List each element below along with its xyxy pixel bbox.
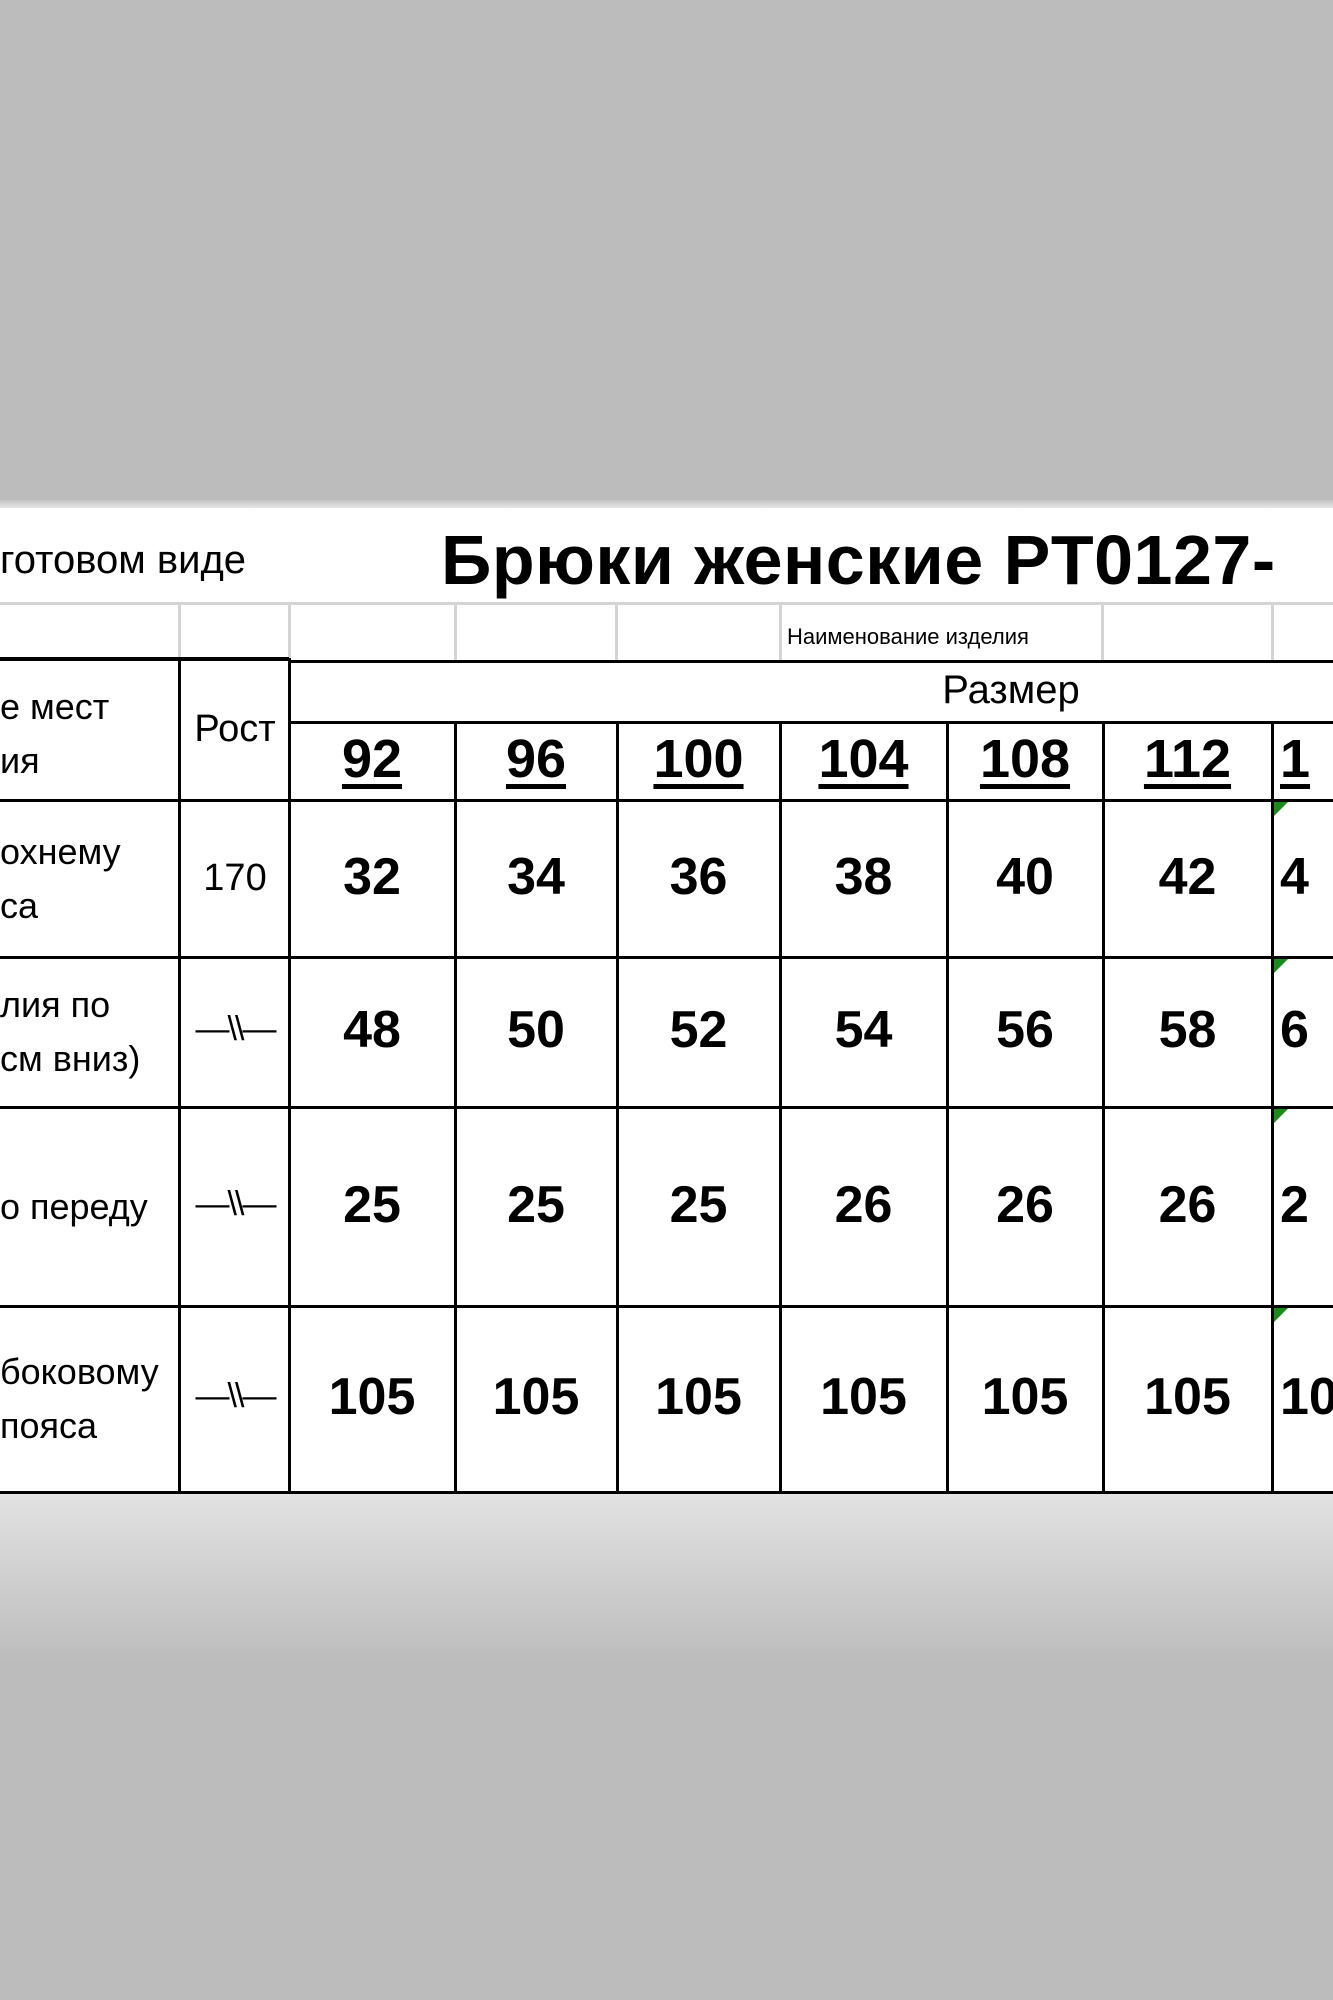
measurement-cell: 54 [834, 1001, 893, 1059]
cell-divider [615, 604, 618, 660]
page-title: Брюки женские PT0127- [441, 521, 1276, 599]
measurement-cell: 105 [492, 1368, 580, 1426]
ditto-mark: —\\— [195, 1010, 277, 1048]
row-label: лия по см вниз) [0, 978, 140, 1086]
measurement-cell: 38 [834, 847, 893, 906]
row-border [0, 799, 1333, 802]
table-top-border [289, 660, 1333, 663]
row-height-value: 170 [203, 856, 267, 899]
table-top-border [0, 657, 289, 661]
cell-divider [1101, 604, 1104, 660]
column-header-label: е мест ия [0, 680, 109, 788]
measurement-cell: 105 [1144, 1368, 1231, 1426]
measurement-cell: 36 [669, 847, 728, 906]
size-header-104: 104 [818, 729, 909, 789]
measurement-cell: 42 [1158, 847, 1217, 906]
cell-divider [1271, 604, 1274, 660]
row-label: охнему са [0, 825, 121, 933]
measurement-cell: 32 [343, 847, 401, 906]
row-border [0, 956, 1333, 959]
measurement-cell: 4 [1280, 847, 1309, 906]
column-border [946, 722, 949, 1494]
column-border [178, 658, 181, 1494]
sheet-top-edge [0, 500, 1333, 508]
comment-indicator-icon [1274, 1308, 1288, 1322]
ditto-mark: —\\— [195, 1184, 277, 1223]
measurement-cell: 50 [507, 1001, 565, 1059]
column-border [288, 658, 291, 1494]
column-border [779, 722, 782, 1494]
measurement-cell: 25 [669, 1175, 728, 1234]
measurement-cell: 48 [343, 1001, 401, 1059]
row-label-line: о переду [0, 1185, 148, 1227]
row-label-line: охнему [0, 830, 121, 872]
measurement-cell: 10 [1280, 1368, 1333, 1426]
column-border [454, 722, 457, 1494]
column-border [1102, 722, 1105, 1494]
size-chart-sheet: готовом виде Брюки женские PT0127- Наиме… [0, 508, 1333, 1494]
column-border [1271, 722, 1274, 1494]
column-header-size-group: Размер [942, 668, 1080, 712]
row-label-line: см вниз) [0, 1038, 141, 1079]
cell-divider [288, 604, 291, 658]
measurement-cell: 105 [820, 1368, 907, 1426]
header-line: ия [0, 740, 40, 781]
measurement-cell: 56 [996, 1001, 1054, 1059]
size-header-border [289, 721, 1333, 724]
column-border [616, 722, 619, 1494]
measurement-cell: 34 [507, 847, 565, 906]
measurement-cell: 52 [669, 1001, 728, 1059]
measurement-cell: 58 [1158, 1001, 1217, 1059]
measurement-cell: 2 [1280, 1175, 1309, 1234]
row-border [0, 1491, 1333, 1494]
measurement-cell: 6 [1280, 1001, 1309, 1059]
row-label: о переду [0, 1180, 148, 1234]
size-header-108: 108 [979, 729, 1071, 789]
measurement-cell: 105 [655, 1368, 742, 1426]
measurement-cell: 26 [996, 1175, 1054, 1234]
ditto-mark: —\\— [195, 1377, 277, 1415]
cell-divider [779, 604, 782, 660]
row-divider [0, 602, 1333, 605]
cell-divider [178, 604, 181, 658]
product-name-label: Наименование изделия [787, 624, 1029, 649]
size-header-96: 96 [505, 729, 567, 789]
measurement-cell: 105 [981, 1368, 1069, 1426]
comment-indicator-icon [1274, 959, 1288, 973]
size-header-92: 92 [341, 729, 403, 789]
comment-indicator-icon [1274, 802, 1288, 816]
header-line: е мест [0, 686, 110, 727]
row-border [0, 1305, 1333, 1308]
size-header-100: 100 [653, 729, 744, 789]
size-header-112: 112 [1143, 729, 1232, 789]
cell-divider [454, 604, 457, 660]
sheet-bottom-fade [0, 1494, 1333, 1664]
size-header-1: 1 [1280, 729, 1311, 789]
measurement-cell: 26 [834, 1175, 893, 1234]
measurement-cell: 40 [996, 847, 1054, 906]
row-label-line: боковому [0, 1351, 159, 1392]
row-border [0, 1106, 1333, 1109]
column-header-height: Рост [194, 708, 276, 750]
subtitle: готовом виде [0, 538, 247, 582]
measurement-cell: 25 [343, 1175, 401, 1234]
row-label-line: лия по [0, 984, 111, 1025]
row-label-line: пояса [0, 1405, 98, 1446]
row-label-line: са [0, 884, 39, 926]
measurement-cell: 25 [507, 1175, 565, 1234]
comment-indicator-icon [1274, 1109, 1288, 1123]
measurement-cell: 105 [328, 1368, 416, 1426]
measurement-cell: 26 [1158, 1175, 1217, 1234]
row-label: боковому пояса [0, 1345, 159, 1453]
